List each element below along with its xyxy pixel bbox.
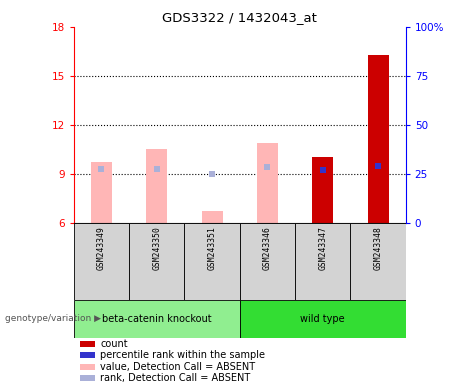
Text: genotype/variation ▶: genotype/variation ▶ bbox=[5, 314, 100, 323]
Bar bbox=[184, 223, 240, 300]
Bar bbox=[257, 143, 278, 223]
Bar bbox=[80, 341, 95, 347]
Bar bbox=[80, 364, 95, 370]
Text: GSM243346: GSM243346 bbox=[263, 227, 272, 270]
Bar bbox=[240, 300, 406, 338]
Bar bbox=[350, 223, 406, 300]
Bar bbox=[129, 223, 184, 300]
Text: GSM243348: GSM243348 bbox=[373, 227, 383, 270]
Title: GDS3322 / 1432043_at: GDS3322 / 1432043_at bbox=[162, 11, 317, 24]
Bar bbox=[80, 352, 95, 358]
Text: wild type: wild type bbox=[301, 314, 345, 324]
Bar bbox=[240, 223, 295, 300]
Bar bbox=[295, 223, 350, 300]
Bar bbox=[367, 55, 389, 223]
Text: rank, Detection Call = ABSENT: rank, Detection Call = ABSENT bbox=[100, 373, 251, 383]
Text: beta-catenin knockout: beta-catenin knockout bbox=[102, 314, 212, 324]
Bar bbox=[74, 300, 240, 338]
Bar bbox=[91, 162, 112, 223]
Bar bbox=[146, 149, 167, 223]
Text: GSM243349: GSM243349 bbox=[97, 227, 106, 270]
Text: value, Detection Call = ABSENT: value, Detection Call = ABSENT bbox=[100, 362, 255, 372]
Text: GSM243350: GSM243350 bbox=[152, 227, 161, 270]
Bar bbox=[74, 223, 129, 300]
Text: GSM243347: GSM243347 bbox=[318, 227, 327, 270]
Text: GSM243351: GSM243351 bbox=[207, 227, 217, 270]
Text: count: count bbox=[100, 339, 128, 349]
Bar bbox=[80, 375, 95, 381]
Text: percentile rank within the sample: percentile rank within the sample bbox=[100, 350, 266, 360]
Bar bbox=[312, 157, 333, 223]
Bar bbox=[367, 149, 389, 223]
Bar bbox=[201, 211, 223, 223]
